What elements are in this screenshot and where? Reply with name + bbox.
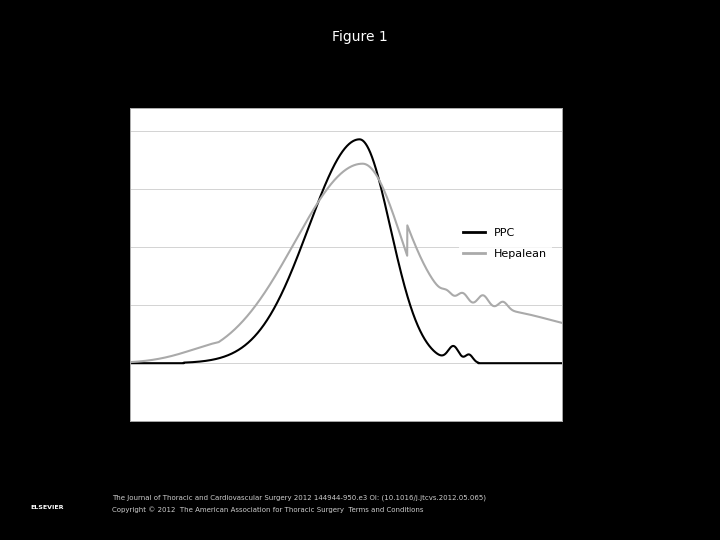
- Text: Copyright © 2012  The American Association for Thoracic Surgery  Terms and Condi: Copyright © 2012 The American Associatio…: [112, 506, 423, 513]
- PPC: [557, 360, 566, 367]
- Hepalean: [125, 359, 134, 366]
- PPC: [174, 360, 183, 367]
- PPC: [200, 358, 209, 365]
- Line: Hepalean: Hepalean: [130, 164, 562, 362]
- PPC: [310, 210, 318, 217]
- Hepalean: [503, 301, 511, 308]
- PPC: [355, 136, 364, 143]
- Hepalean: [549, 318, 557, 324]
- Hepalean: [310, 206, 318, 212]
- Line: PPC: PPC: [130, 139, 562, 363]
- Hepalean: [557, 320, 566, 326]
- PPC: [503, 360, 511, 367]
- PPC: [549, 360, 557, 367]
- Hepalean: [200, 343, 209, 349]
- Text: Figure 1: Figure 1: [332, 30, 388, 44]
- Hepalean: [359, 160, 367, 167]
- Hepalean: [174, 351, 183, 357]
- Text: The Journal of Thoracic and Cardiovascular Surgery 2012 144944-950.e3 OI: (10.10: The Journal of Thoracic and Cardiovascul…: [112, 495, 485, 501]
- Text: ELSEVIER: ELSEVIER: [30, 505, 63, 510]
- Y-axis label: OD 214 nm: OD 214 nm: [66, 229, 79, 300]
- Legend: PPC, Hepalean: PPC, Hepalean: [459, 223, 552, 263]
- X-axis label: Time (sec): Time (sec): [312, 446, 379, 459]
- PPC: [291, 259, 300, 266]
- PPC: [125, 360, 134, 367]
- Hepalean: [291, 238, 300, 245]
